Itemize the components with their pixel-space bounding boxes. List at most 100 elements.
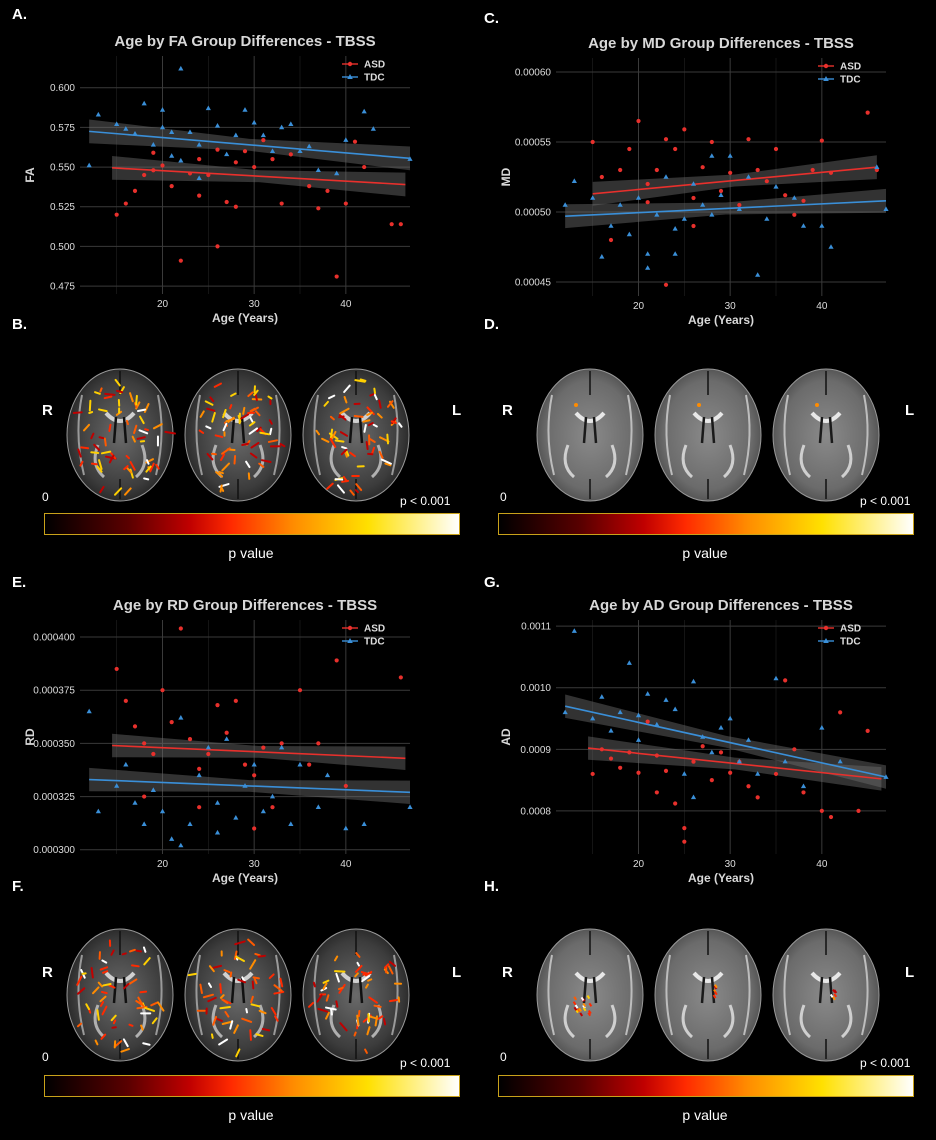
tdc-data-point xyxy=(626,660,632,665)
significant-voxels xyxy=(108,984,116,989)
significant-voxels xyxy=(267,439,278,443)
white-matter-tract xyxy=(563,444,617,479)
asd-data-point xyxy=(197,157,202,162)
tdc-data-point xyxy=(700,202,706,207)
significant-voxels xyxy=(77,448,82,458)
significant-voxels xyxy=(237,414,242,423)
significant-voxels xyxy=(99,1001,105,1007)
asd-data-point xyxy=(838,710,843,715)
significant-voxels xyxy=(235,955,246,963)
significant-voxels xyxy=(354,379,366,383)
asd-data-point xyxy=(215,147,220,152)
tdc-data-point xyxy=(718,192,724,197)
tdc-data-point xyxy=(178,65,184,71)
tdc-data-point xyxy=(86,162,92,168)
y-tick-label: 0.00045 xyxy=(515,278,552,289)
asd-data-point xyxy=(169,184,174,189)
asd-data-point xyxy=(673,801,678,806)
colorbar-max-label: p < 0.001 xyxy=(860,494,911,508)
panel-letter-g: G. xyxy=(484,574,500,591)
significant-voxels xyxy=(72,411,83,414)
tdc-data-point xyxy=(407,804,413,809)
asd-data-point xyxy=(261,745,266,750)
asd-data-point xyxy=(343,783,348,789)
asd-data-point xyxy=(325,188,330,193)
asd-data-point xyxy=(224,199,229,205)
significant-voxels xyxy=(388,960,397,967)
significant-voxels xyxy=(206,452,214,461)
brain-slice xyxy=(654,368,762,502)
significant-voxels xyxy=(378,450,384,459)
legend-marker-tdc xyxy=(823,76,829,81)
y-tick-label: 0.000400 xyxy=(33,633,75,644)
asd-data-point xyxy=(718,750,724,755)
significant-voxels xyxy=(250,995,254,1004)
rd-scatter-plot: 20 30 40 0.000300 0.000325 0.000350 0.000375 0.… xyxy=(23,597,413,885)
significant-voxels xyxy=(574,1004,579,1009)
tdc-data-point xyxy=(635,195,642,200)
significant-voxels xyxy=(315,429,321,436)
significant-voxels xyxy=(369,393,375,397)
significant-voxels xyxy=(229,971,233,978)
asd-data-point xyxy=(389,222,394,227)
significant-voxels xyxy=(221,447,231,455)
white-matter-tract xyxy=(329,444,383,479)
significant-voxels xyxy=(362,419,371,423)
tdc-data-point xyxy=(562,202,568,207)
significant-voxels xyxy=(252,976,260,980)
x-tick-label: 30 xyxy=(249,299,261,310)
asd-data-point xyxy=(746,137,751,142)
x-tick-label: 30 xyxy=(725,301,737,312)
asd-data-point xyxy=(865,110,870,115)
panel-letter-f: F. xyxy=(12,878,24,895)
asd-data-point xyxy=(151,168,156,173)
significant-voxels xyxy=(235,1048,241,1058)
y-tick-label: 0.0010 xyxy=(520,683,551,694)
significant-voxels xyxy=(155,463,160,470)
significant-voxels xyxy=(321,437,330,443)
ventricle xyxy=(700,416,716,444)
brain-map-row-f xyxy=(66,928,410,1062)
significant-voxels xyxy=(102,970,109,974)
tdc-data-point xyxy=(635,712,642,718)
brain-map-row-h xyxy=(536,928,880,1062)
significant-voxels xyxy=(108,454,115,464)
chart-title: Age by FA Group Differences - TBSS xyxy=(114,33,375,50)
asd-data-point xyxy=(398,675,403,680)
significant-voxels xyxy=(378,399,382,409)
asd-data-point xyxy=(270,805,275,810)
asd-data-point xyxy=(187,171,193,176)
significant-voxels xyxy=(374,1015,378,1027)
asd-data-point xyxy=(169,720,174,725)
colorbar-min-label: 0 xyxy=(500,1050,507,1064)
significant-voxels xyxy=(241,1017,253,1023)
significant-voxels xyxy=(366,411,374,416)
x-tick-label: 40 xyxy=(816,859,828,870)
significant-voxels xyxy=(219,994,225,999)
significant-voxels xyxy=(138,429,149,435)
tdc-data-point xyxy=(718,724,724,730)
corpus-callosum xyxy=(104,411,136,423)
significant-voxels xyxy=(274,1015,279,1022)
legend-label-tdc: TDC xyxy=(364,637,385,648)
significant-voxels xyxy=(76,987,86,995)
tdc-data-point xyxy=(178,715,184,720)
tdc-data-point xyxy=(791,195,797,200)
significant-voxels xyxy=(164,430,176,435)
significant-voxels xyxy=(135,949,142,953)
significant-voxels xyxy=(373,393,378,401)
brain-map-row-b xyxy=(66,368,410,502)
panel-letter-b: B. xyxy=(12,316,27,333)
tdc-data-point xyxy=(800,783,807,789)
asd-data-point xyxy=(132,188,138,193)
significant-voxels xyxy=(114,487,123,496)
significant-voxels xyxy=(128,978,138,985)
ventricle xyxy=(348,976,364,1004)
significant-voxels xyxy=(579,1012,584,1017)
significant-voxels xyxy=(317,1007,329,1013)
significant-voxels xyxy=(136,408,147,413)
significant-voxels xyxy=(85,1003,91,1011)
significant-voxels xyxy=(322,979,330,984)
tdc-data-point xyxy=(626,231,632,237)
brain-outline xyxy=(772,368,880,502)
